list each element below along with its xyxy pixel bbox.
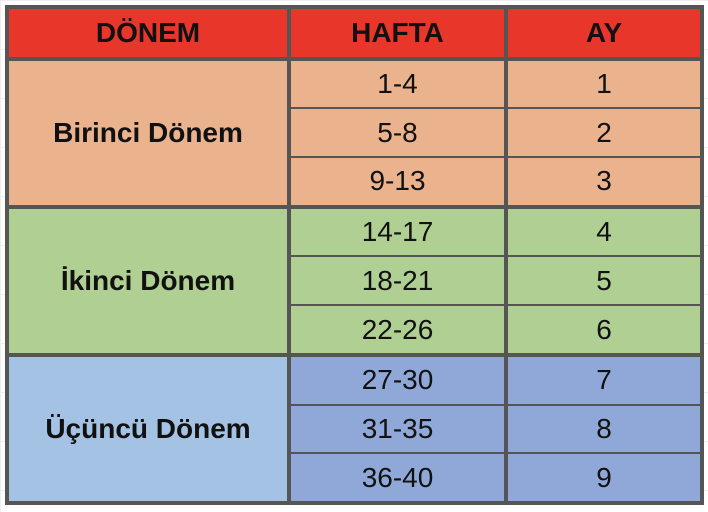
table-row: 5-8 2 xyxy=(7,107,703,159)
header-period: DÖNEM xyxy=(6,6,291,61)
week-range: 9-13 xyxy=(288,156,508,209)
period-name: Birinci Dönem xyxy=(6,57,291,209)
month-number: 1 xyxy=(505,57,703,110)
header-month: AY xyxy=(505,6,703,61)
table-row: 9-13 3 xyxy=(7,156,703,209)
table-row: 36-40 9 xyxy=(7,452,703,505)
table-row: 18-21 5 xyxy=(7,255,703,307)
week-range: 5-8 xyxy=(288,107,508,159)
week-range: 27-30 xyxy=(288,353,508,406)
month-number: 9 xyxy=(505,452,703,505)
period-name: İkinci Dönem xyxy=(6,205,291,357)
week-range: 18-21 xyxy=(288,255,508,307)
week-range: 14-17 xyxy=(288,205,508,258)
month-number: 4 xyxy=(505,205,703,258)
table-row: Üçüncü Dönem 27-30 7 xyxy=(6,353,703,506)
header-row: DÖNEM HAFTA AY xyxy=(6,6,703,61)
week-range: 22-26 xyxy=(288,304,508,357)
week-range: 1-4 xyxy=(288,57,508,110)
table-row: 31-35 8 xyxy=(7,403,703,455)
table-row: 22-26 6 xyxy=(7,304,703,357)
header-week: HAFTA xyxy=(288,6,508,61)
month-number: 6 xyxy=(505,304,703,357)
table-row: Birinci Dönem 1-4 1 xyxy=(6,57,703,209)
month-number: 5 xyxy=(505,255,703,307)
month-number: 7 xyxy=(505,353,703,406)
month-number: 8 xyxy=(505,403,703,455)
table-row: İkinci Dönem 14-17 4 xyxy=(6,205,703,357)
week-range: 31-35 xyxy=(288,403,508,455)
month-number: 3 xyxy=(505,156,703,209)
month-number: 2 xyxy=(505,107,703,159)
week-range: 36-40 xyxy=(288,452,508,505)
period-table: DÖNEM HAFTA AY Birinci Dönem 1-4 1 5-8 2 9-13… xyxy=(5,5,704,506)
period-name: Üçüncü Dönem xyxy=(6,353,291,506)
